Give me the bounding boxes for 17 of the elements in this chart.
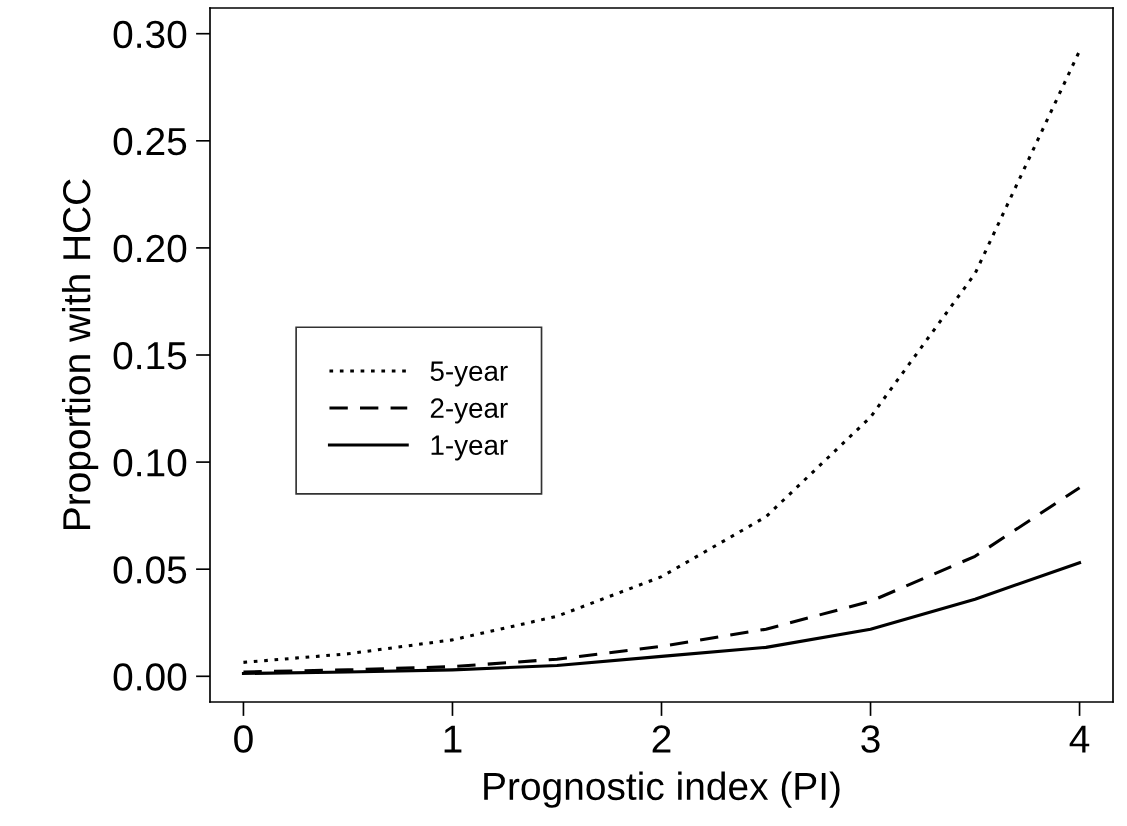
- y-tick-label: 0.05: [113, 556, 187, 584]
- y-axis-title: Proportion with HCC: [61, 179, 99, 530]
- x-tick-label: 0: [234, 725, 253, 753]
- x-tick-label: 3: [861, 725, 880, 753]
- x-tick-label: 4: [1069, 725, 1090, 753]
- x-tick-label: 1: [444, 725, 462, 753]
- y-tick-label: 0.15: [113, 341, 187, 370]
- x-axis-title: Prognostic index (PI): [484, 771, 840, 808]
- y-tick-label: 0.00: [113, 663, 187, 691]
- y-tick-label: 0.20: [113, 234, 187, 263]
- legend-label: 2-year: [430, 398, 508, 424]
- y-tick-label: 0.30: [113, 20, 187, 49]
- y-tick-label: 0.10: [113, 449, 187, 477]
- legend-label: 1-year: [431, 435, 508, 461]
- x-tick-label: 2: [652, 725, 671, 753]
- legend-label: 5-year: [430, 361, 508, 387]
- y-tick-label: 0.25: [113, 127, 187, 156]
